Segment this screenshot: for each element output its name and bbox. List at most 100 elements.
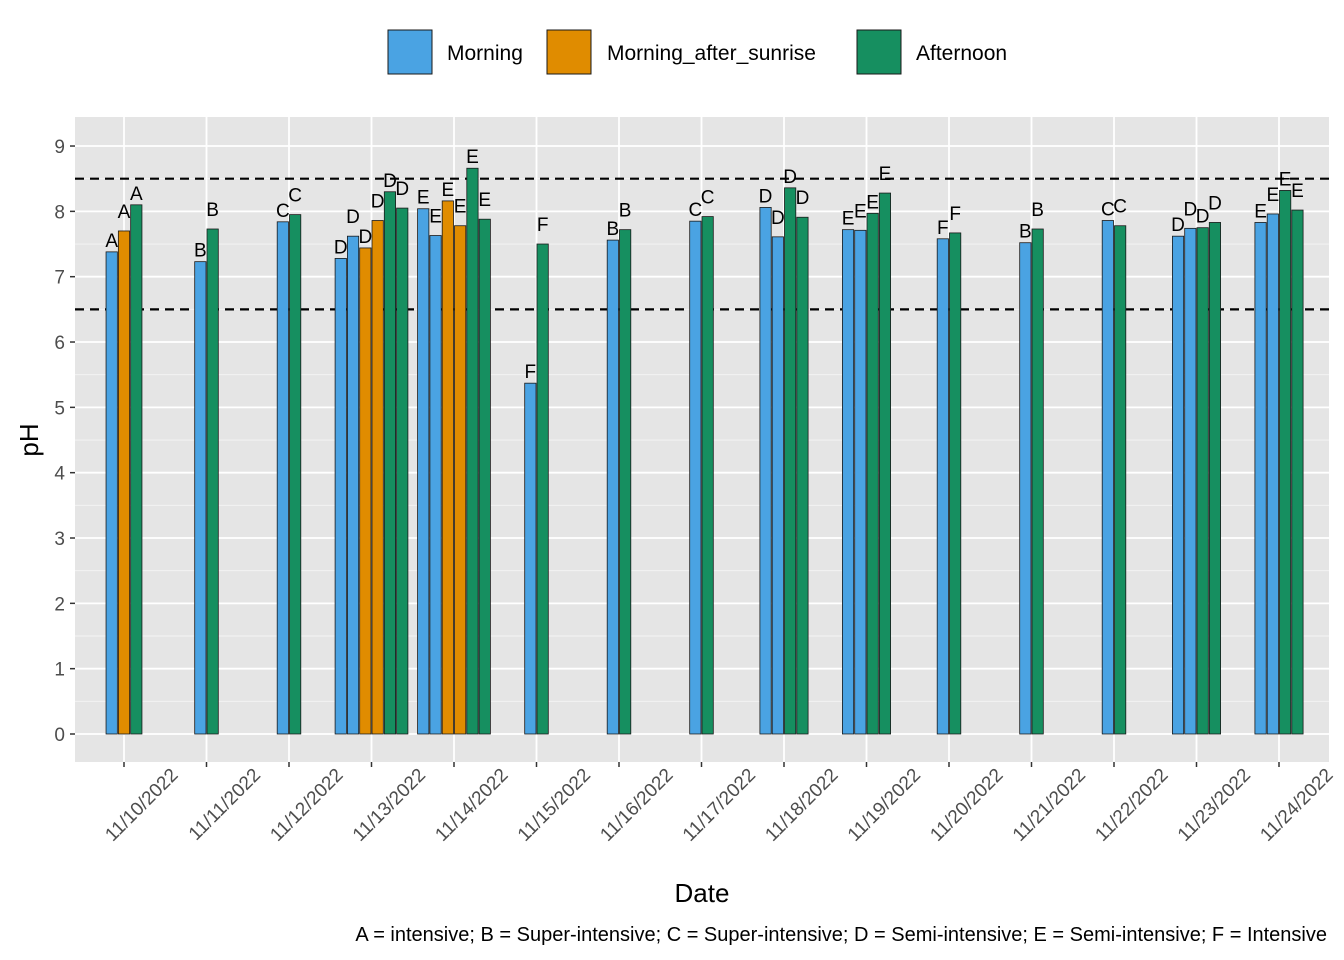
bar-label: E xyxy=(1254,201,1267,222)
bar xyxy=(702,217,713,734)
bar-label: C xyxy=(701,188,715,209)
bar-label: F xyxy=(937,218,949,239)
bar-label: A xyxy=(130,184,143,205)
bar xyxy=(195,262,206,734)
legend-label: Morning_after_sunrise xyxy=(607,42,816,65)
bar xyxy=(879,193,890,734)
bar xyxy=(455,226,466,734)
bar-label: A xyxy=(105,231,118,252)
bar xyxy=(1115,226,1126,734)
bar-label: F xyxy=(949,204,961,225)
bar xyxy=(842,230,853,734)
bar xyxy=(372,221,383,734)
x-tick-label: 11/12/2022 xyxy=(266,765,347,846)
bar xyxy=(277,222,288,734)
bar-label: E xyxy=(478,190,491,211)
x-tick-label: 11/18/2022 xyxy=(761,765,842,846)
bar xyxy=(1102,221,1113,734)
x-tick-label: 11/24/2022 xyxy=(1256,765,1337,846)
y-tick-label: 9 xyxy=(54,137,65,158)
bar xyxy=(397,208,408,734)
y-axis: 0 1 2 3 4 5 6 7 8 9 xyxy=(54,137,75,746)
y-tick-label: 0 xyxy=(54,725,65,746)
bar xyxy=(937,239,948,734)
bar-label: D xyxy=(759,186,773,207)
bar xyxy=(442,201,453,734)
bar-label: D xyxy=(346,207,360,228)
bar xyxy=(335,258,346,734)
y-axis-title: pH xyxy=(14,423,44,456)
bar xyxy=(785,188,796,734)
x-tick-label: 11/17/2022 xyxy=(679,765,760,846)
bar xyxy=(467,168,478,734)
x-tick-label: 11/19/2022 xyxy=(844,765,925,846)
bar-label: E xyxy=(879,164,892,185)
bar xyxy=(131,205,142,734)
bar xyxy=(1209,222,1220,734)
bar xyxy=(867,213,878,734)
bar-label: D xyxy=(371,192,385,213)
bar-label: E xyxy=(854,201,867,222)
x-tick-label: 11/16/2022 xyxy=(596,765,677,846)
bar xyxy=(1267,214,1278,734)
bar-label: D xyxy=(783,167,797,188)
bar-label: C xyxy=(288,186,302,207)
bar xyxy=(950,233,961,734)
bar xyxy=(418,209,429,734)
y-tick-label: 8 xyxy=(54,202,65,223)
y-tick-label: 3 xyxy=(54,529,65,550)
y-tick-label: 2 xyxy=(54,594,65,615)
bar-label: E xyxy=(842,209,855,230)
bar-label: E xyxy=(466,147,479,168)
bar xyxy=(1032,229,1043,734)
bar-label: B xyxy=(1019,222,1032,243)
y-tick-label: 4 xyxy=(54,464,65,485)
bar xyxy=(360,248,371,734)
bar-label: E xyxy=(442,180,455,201)
bar xyxy=(537,244,548,734)
x-axis: 11/10/2022 11/11/2022 11/12/2022 11/13/2022… xyxy=(101,762,1337,846)
bar-label: E xyxy=(1267,185,1280,206)
x-tick-label: 11/23/2022 xyxy=(1174,765,1255,846)
bar-label: B xyxy=(194,241,207,262)
caption: A = intensive; B = Super-intensive; C = … xyxy=(355,924,1327,946)
bars xyxy=(106,168,1303,734)
bar-label: D xyxy=(358,227,372,248)
x-tick-label: 11/13/2022 xyxy=(349,765,430,846)
bar xyxy=(430,236,441,734)
bar-label: E xyxy=(866,192,879,213)
bar-label: E xyxy=(1279,169,1292,190)
legend: Morning Morning_after_sunrise Afternoon xyxy=(388,30,1007,74)
bar-label: D xyxy=(771,208,785,229)
legend-swatch xyxy=(388,30,432,74)
bar xyxy=(118,231,129,734)
bar xyxy=(760,207,771,734)
x-tick-label: 11/15/2022 xyxy=(514,765,595,846)
bar xyxy=(1280,190,1291,734)
bar-label: B xyxy=(206,200,219,221)
bar-label: D xyxy=(334,237,348,258)
bar xyxy=(384,192,395,734)
y-tick-label: 7 xyxy=(54,268,65,289)
y-tick-label: 1 xyxy=(54,660,65,681)
x-tick-label: 11/10/2022 xyxy=(101,765,182,846)
bar-label: B xyxy=(1031,200,1044,221)
bar xyxy=(772,237,783,734)
bar xyxy=(479,219,490,734)
bar xyxy=(607,240,618,734)
x-tick-label: 11/11/2022 xyxy=(185,765,265,845)
bar-label: B xyxy=(619,201,632,222)
bar xyxy=(207,229,218,734)
bar xyxy=(855,230,866,734)
x-axis-title: Date xyxy=(675,878,730,908)
bar xyxy=(1255,222,1266,734)
bar-label: F xyxy=(537,215,549,236)
y-tick-label: 5 xyxy=(54,398,65,419)
bar-label: C xyxy=(1113,197,1127,218)
y-tick-label: 6 xyxy=(54,333,65,354)
bar-label: B xyxy=(607,219,620,240)
bar-label: A xyxy=(118,202,131,223)
bar-label: D xyxy=(796,188,810,209)
x-tick-label: 11/14/2022 xyxy=(431,765,512,846)
